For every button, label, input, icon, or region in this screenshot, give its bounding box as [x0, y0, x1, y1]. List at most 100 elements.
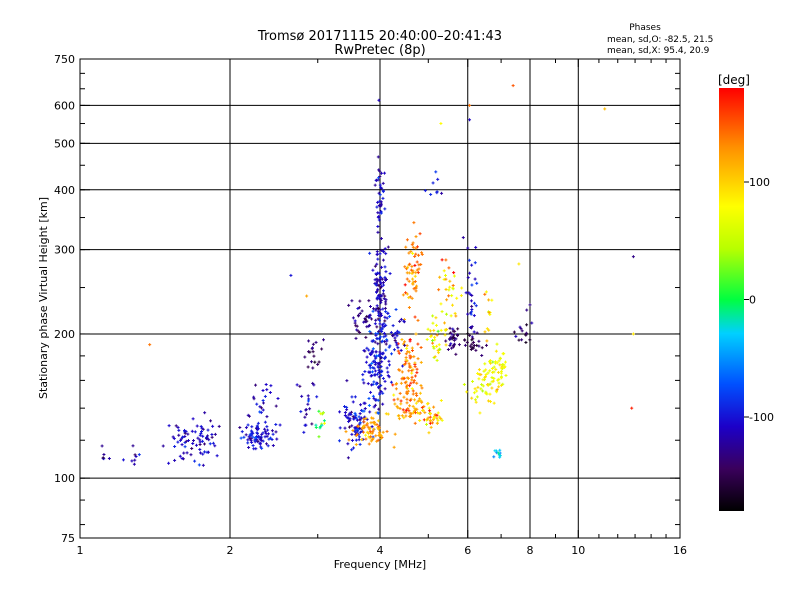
echo-point — [376, 211, 380, 215]
echo-point — [320, 423, 324, 427]
echo-point — [343, 414, 347, 418]
echo-point — [372, 380, 376, 384]
echo-point — [440, 310, 444, 314]
echo-point — [374, 318, 378, 322]
echo-point — [374, 308, 378, 312]
colorbar-tick-label: -100 — [749, 411, 774, 424]
echo-point — [384, 298, 388, 302]
echo-point — [470, 263, 474, 267]
echo-point — [369, 435, 373, 439]
echo-point — [376, 438, 380, 442]
echo-point — [487, 298, 491, 302]
echo-point — [432, 328, 436, 332]
echo-point — [357, 438, 361, 442]
echo-point — [387, 363, 391, 367]
echo-point — [298, 384, 302, 388]
echo-point — [395, 343, 399, 347]
echo-point — [375, 205, 379, 209]
echo-point — [382, 325, 386, 329]
echo-point — [263, 430, 267, 434]
axis-ticks: 1 2 4 6 8 10 16 75 100 200 300 400 500 600 750 — [54, 53, 687, 557]
echo-point — [350, 432, 354, 436]
echo-point — [425, 417, 429, 421]
echo-point — [364, 433, 368, 437]
echo-point — [419, 383, 423, 387]
echo-point — [404, 356, 408, 360]
echo-point — [439, 328, 443, 332]
echo-point — [247, 445, 251, 449]
echo-point — [448, 285, 452, 289]
echo-point — [391, 324, 395, 328]
echo-point — [203, 450, 207, 454]
echo-point — [173, 458, 177, 462]
echo-point — [378, 314, 382, 318]
echo-point — [377, 375, 381, 379]
echo-point — [360, 438, 364, 442]
echo-point — [496, 451, 500, 455]
echo-point — [469, 299, 473, 303]
x-tick-label: 10 — [571, 544, 585, 557]
echo-point — [386, 311, 390, 315]
echo-point — [382, 335, 386, 339]
echo-point — [408, 414, 412, 418]
y-tick-label: 750 — [54, 53, 75, 66]
echo-point — [413, 254, 417, 258]
echo-point — [469, 348, 473, 352]
echo-point — [256, 427, 260, 431]
echo-point — [413, 274, 417, 278]
echo-point — [388, 314, 392, 318]
echo-point — [255, 424, 259, 428]
echo-point — [179, 437, 183, 441]
echo-point — [355, 328, 359, 332]
echo-point — [178, 454, 182, 458]
echo-point — [384, 348, 388, 352]
echo-point — [380, 360, 384, 364]
echo-point — [426, 327, 430, 331]
echo-point — [304, 408, 308, 412]
echo-point — [416, 318, 420, 322]
echo-point — [376, 331, 380, 335]
echo-point — [258, 410, 262, 414]
echo-point — [380, 171, 384, 175]
echo-point — [404, 408, 408, 412]
echo-point — [408, 295, 412, 299]
echo-point — [263, 427, 267, 431]
echo-point — [180, 456, 184, 460]
echo-point — [404, 245, 408, 249]
echo-point — [468, 344, 472, 348]
echo-point — [418, 419, 422, 423]
echo-point — [247, 414, 251, 418]
echo-point — [365, 314, 369, 318]
echo-point — [436, 411, 440, 415]
echo-point — [431, 345, 435, 349]
echo-point — [191, 441, 195, 445]
echo-point — [504, 373, 508, 377]
echo-point — [404, 385, 408, 389]
echo-point — [411, 404, 415, 408]
echo-point — [517, 262, 521, 266]
echo-point — [397, 417, 401, 421]
echo-point — [377, 191, 381, 195]
echo-point — [249, 437, 253, 441]
echo-point — [479, 387, 483, 391]
echo-point — [365, 430, 369, 434]
echo-point — [487, 311, 491, 315]
echo-point — [215, 454, 219, 458]
echo-point — [481, 384, 485, 388]
echo-point — [456, 327, 460, 331]
echo-point — [177, 428, 181, 432]
echo-point — [311, 350, 315, 354]
echo-point — [409, 250, 413, 254]
grid — [80, 59, 680, 538]
echo-point — [363, 424, 367, 428]
echo-point — [423, 189, 427, 193]
echo-point — [383, 207, 387, 211]
echo-point — [466, 246, 470, 250]
echo-point — [466, 276, 470, 280]
echo-point — [420, 252, 424, 256]
echo-point — [368, 410, 372, 414]
echo-point — [447, 288, 451, 292]
echo-point — [383, 247, 387, 251]
echo-point — [253, 439, 257, 443]
